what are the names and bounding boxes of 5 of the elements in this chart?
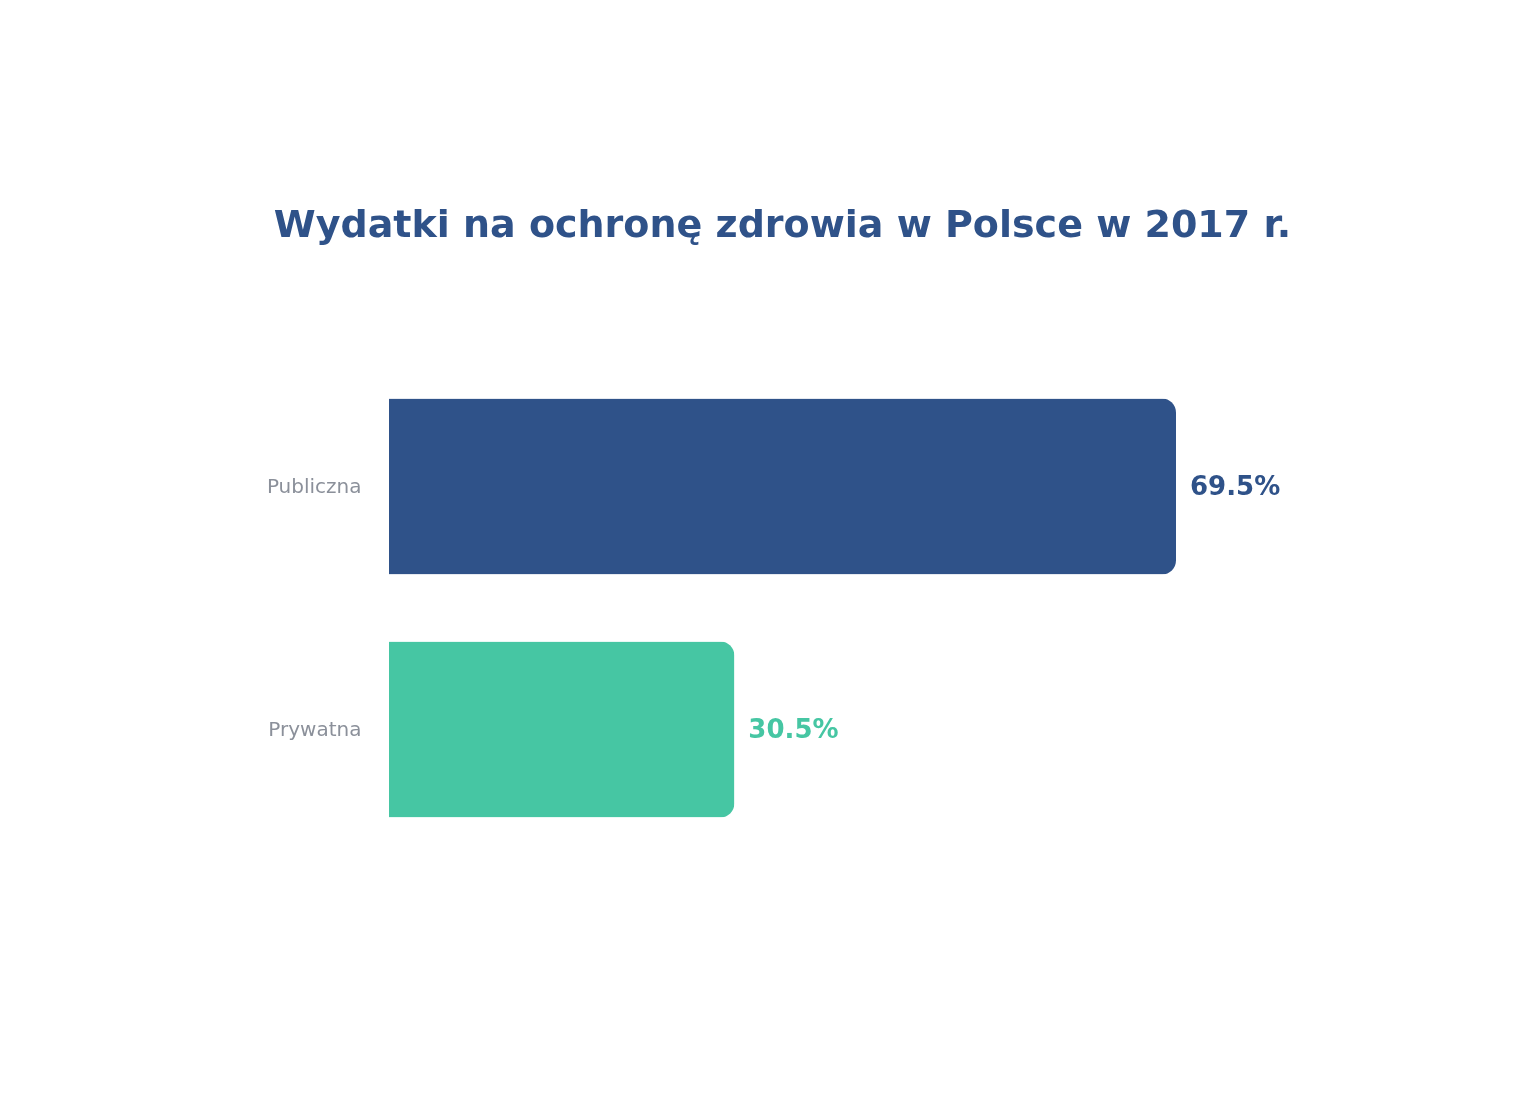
data-label: 69.5% xyxy=(1190,470,1281,501)
y-tick-label: Publiczna xyxy=(266,473,362,498)
data-label: 30.5% xyxy=(748,713,839,744)
chart-title: Wydatki na ochronę zdrowia w Polsce w 2017 r. xyxy=(273,202,1292,246)
y-tick-label: Prywatna xyxy=(268,716,362,741)
